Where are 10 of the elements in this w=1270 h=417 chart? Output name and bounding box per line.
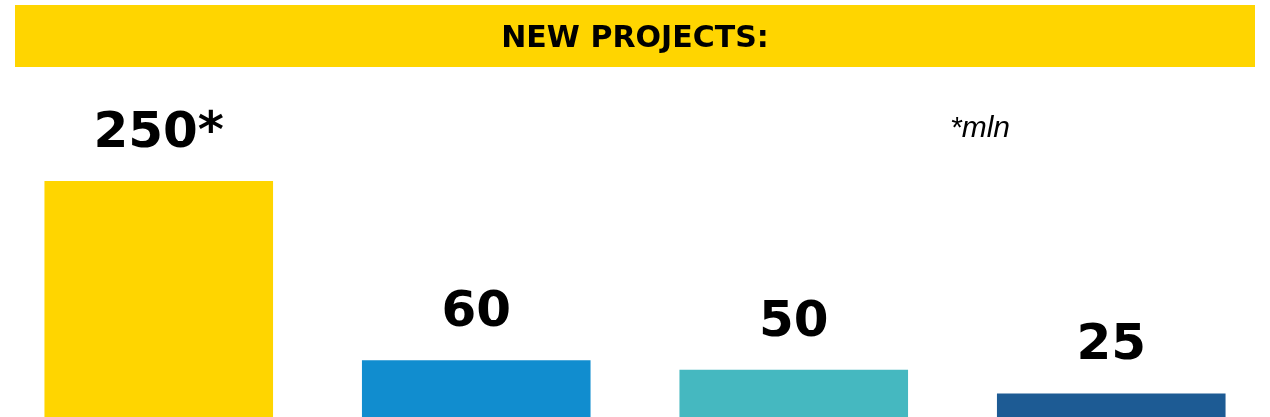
data-label: 25 — [1076, 313, 1147, 372]
bar — [44, 181, 274, 417]
text: *mln — [949, 110, 1010, 144]
bar — [361, 360, 591, 417]
data-label: 60 — [441, 280, 512, 339]
chart-title: NEW PROJECTS: — [15, 5, 1255, 67]
data-label: 50 — [758, 289, 829, 348]
bar — [996, 393, 1226, 417]
data-label: 250* — [93, 100, 225, 159]
bar — [679, 369, 909, 417]
